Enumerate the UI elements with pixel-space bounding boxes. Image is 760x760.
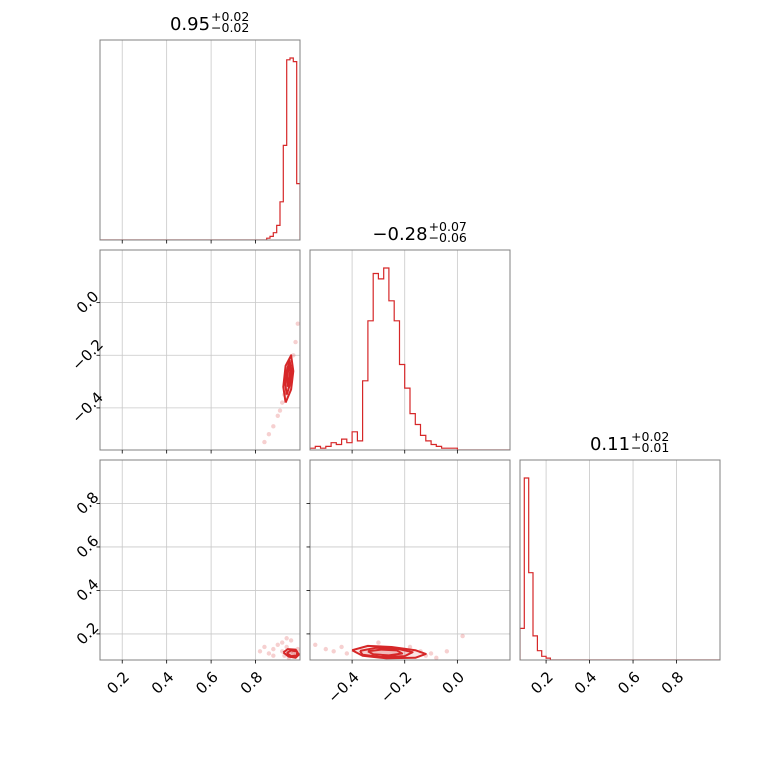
x-tick-label: 0.8 xyxy=(658,668,688,698)
panel-title: −0.28 xyxy=(372,224,427,245)
density-point xyxy=(280,400,285,405)
panel-title-plus: +0.07 xyxy=(429,219,467,234)
histogram-step xyxy=(520,477,720,660)
density-point xyxy=(271,424,276,429)
density-point xyxy=(460,633,465,639)
panel-title-plus: +0.02 xyxy=(631,429,669,444)
hist-param-2-panel: −0.28 +0.07−0.06 xyxy=(309,219,511,454)
density-point xyxy=(266,651,272,656)
density-point xyxy=(271,646,276,652)
density-point xyxy=(277,408,283,413)
density-point xyxy=(293,339,298,345)
hist-param-1-plot-area xyxy=(100,57,300,240)
2d-param-2-vs-param-3-panel: −0.4 −0.2 0.0 xyxy=(306,459,511,707)
density-point xyxy=(257,649,263,654)
hist-param-2-plot-area xyxy=(310,267,510,450)
panel-title-minus: −0.06 xyxy=(429,230,467,245)
density-point xyxy=(266,432,272,437)
density-point xyxy=(280,640,285,645)
hist-param-3-plot-area xyxy=(520,477,720,660)
density-point xyxy=(428,651,434,656)
density-point xyxy=(275,642,280,647)
x-tick-label: 0.4 xyxy=(571,668,601,698)
axes-frame xyxy=(99,459,301,661)
x-tick-label: 0.0 xyxy=(439,668,469,698)
x-tick-label: 0.2 xyxy=(527,668,557,698)
x-tick-label: −0.4 xyxy=(324,668,362,706)
axes-frame xyxy=(519,459,721,661)
density-point xyxy=(434,655,439,660)
contour-line xyxy=(286,364,292,387)
panel-title-minus: −0.01 xyxy=(631,440,669,455)
density-point xyxy=(284,644,289,650)
y-tick-label: 0.4 xyxy=(73,575,103,605)
x-tick-label: 0.4 xyxy=(148,668,178,698)
panel-title-minus: −0.02 xyxy=(211,20,249,35)
axes-frame xyxy=(99,249,301,451)
density-point xyxy=(288,638,294,643)
2d-param-2-vs-param-3-plot-area xyxy=(313,633,465,660)
axes-frame xyxy=(309,249,511,451)
axes-frame xyxy=(309,459,511,661)
y-tick-label: 0.8 xyxy=(73,488,103,518)
density-point xyxy=(376,640,381,645)
density-point xyxy=(339,644,344,650)
density-point xyxy=(275,413,280,418)
2d-param-1-vs-param-3-panel: 0.2 0.4 0.6 0.8 0.8 0.6 0.4 0.2 xyxy=(73,459,301,698)
density-point xyxy=(295,321,300,326)
y-tick-label: 0.6 xyxy=(73,532,103,562)
x-tick-label: 0.8 xyxy=(237,668,267,698)
density-point xyxy=(331,649,336,654)
axes-frame xyxy=(99,39,301,241)
density-point xyxy=(313,642,318,647)
density-point xyxy=(284,636,289,641)
density-point xyxy=(323,646,328,652)
2d-param-1-vs-param-2-plot-area xyxy=(262,321,300,445)
hist-param-1-panel: 0.95 +0.02−0.02 xyxy=(99,9,301,244)
panel-title: 0.95 xyxy=(170,14,210,35)
contour-line xyxy=(367,648,404,657)
density-point xyxy=(262,439,267,445)
hist-param-3-panel: 0.2 0.4 0.6 0.8 0.11 +0.02−0.01 xyxy=(519,429,721,698)
density-point xyxy=(344,651,350,656)
x-tick-label: 0.2 xyxy=(103,668,133,698)
y-tick-label: 0.2 xyxy=(73,619,103,649)
density-point xyxy=(444,649,450,654)
density-point xyxy=(291,651,296,656)
contour-line xyxy=(286,649,299,658)
panel-title: 0.11 xyxy=(590,434,630,455)
2d-param-1-vs-param-2-panel: 0.0−0.2−0.4 xyxy=(68,249,301,454)
y-tick-label: 0.0 xyxy=(73,287,103,317)
panel-title-plus: +0.02 xyxy=(211,9,249,24)
x-tick-label: 0.6 xyxy=(614,668,644,698)
density-point xyxy=(407,644,413,650)
x-tick-label: 0.6 xyxy=(192,668,222,698)
x-tick-label: −0.2 xyxy=(377,668,415,706)
density-point xyxy=(271,653,276,658)
2d-param-1-vs-param-3-plot-area xyxy=(257,636,300,660)
histogram-step xyxy=(310,267,510,450)
histogram-step xyxy=(100,57,300,240)
density-point xyxy=(262,644,267,650)
